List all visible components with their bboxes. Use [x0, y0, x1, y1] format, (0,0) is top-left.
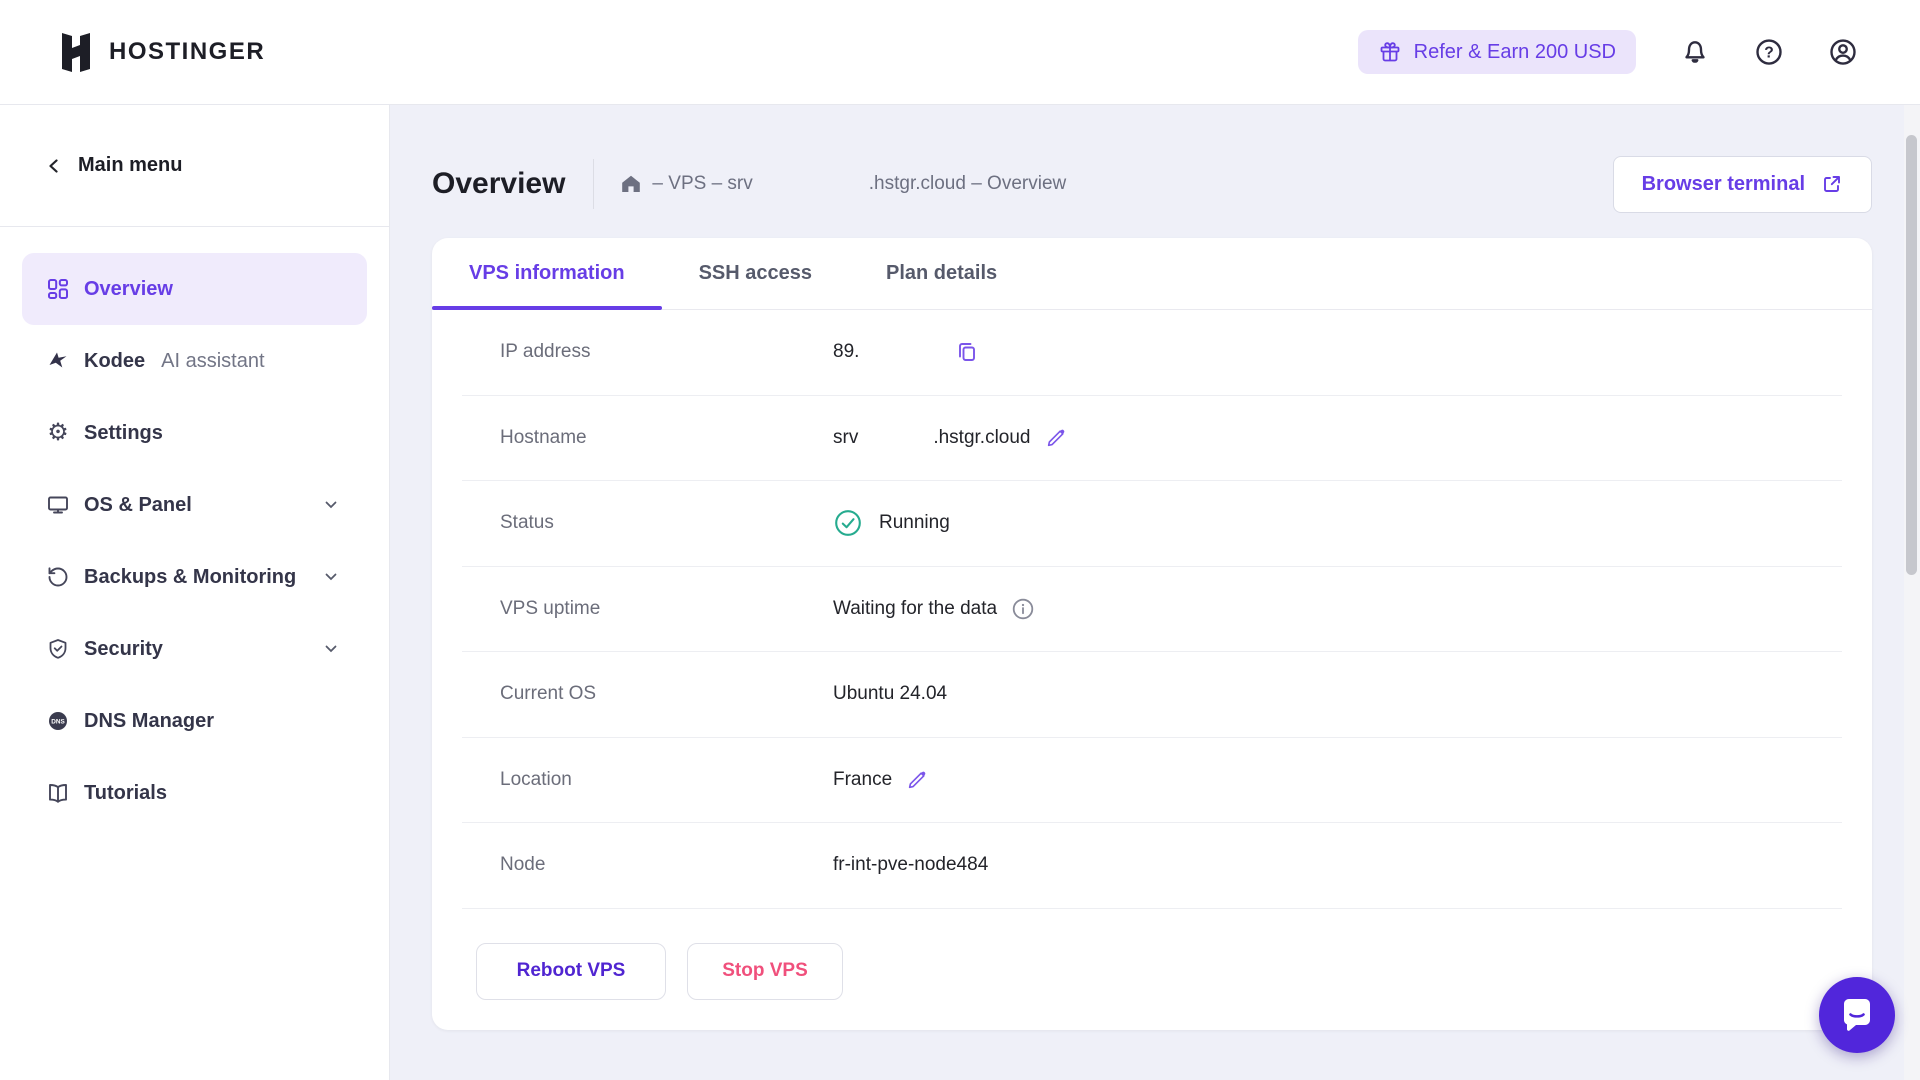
divider	[593, 159, 595, 209]
row-label: Hostname	[500, 426, 587, 448]
refer-earn-label: Refer & Earn 200 USD	[1413, 40, 1616, 63]
restore-icon	[46, 565, 70, 589]
row-label: Status	[500, 512, 554, 534]
external-link-icon	[1824, 176, 1840, 192]
sidebar-item-label: Security	[84, 637, 163, 660]
table-row-node: Node fr-int-pve-node484	[462, 823, 1842, 909]
tab-bar: VPS information SSH access Plan details	[432, 238, 1872, 310]
gift-icon	[1380, 42, 1400, 62]
svg-text:?: ?	[1764, 44, 1774, 61]
sidebar-item-settings[interactable]: ⚙ Settings	[22, 397, 367, 469]
sidebar-item-label: OS & Panel	[84, 493, 192, 516]
browser-terminal-label: Browser terminal	[1641, 172, 1805, 195]
edit-pencil-icon[interactable]	[892, 768, 929, 791]
sidebar-item-os-panel[interactable]: OS & Panel	[22, 469, 367, 541]
chevron-down-icon	[325, 645, 337, 653]
row-value: srv .hstgr.cloud	[833, 426, 1068, 449]
chevron-left-icon	[49, 158, 58, 173]
kodee-subtitle: AI assistant	[161, 349, 265, 372]
row-label: Node	[500, 854, 546, 876]
row-label: Current OS	[500, 683, 597, 705]
sidebar-item-label: DNS Manager	[84, 709, 215, 732]
browser-terminal-button[interactable]: Browser terminal	[1612, 155, 1872, 213]
hostinger-h-icon	[62, 33, 90, 72]
chevron-down-icon	[325, 501, 337, 509]
sidebar-item-dns-manager[interactable]: DNS DNS Manager	[22, 685, 367, 757]
help-icon[interactable]: ?	[1754, 37, 1784, 67]
main-menu-label: Main menu	[78, 154, 183, 176]
table-row-current-os: Current OS Ubuntu 24.04	[462, 652, 1842, 738]
sidebar-item-label: Kodee	[84, 349, 146, 372]
hostinger-logo[interactable]: HOSTINGER	[59, 32, 265, 72]
row-label: VPS uptime	[500, 597, 601, 619]
sidebar-item-backups-monitoring[interactable]: Backups & Monitoring	[22, 541, 367, 613]
bell-icon[interactable]	[1680, 37, 1710, 67]
breadcrumb-left: – VPS – srv	[652, 173, 753, 194]
vps-info-table: IP address 89. Hostname	[462, 310, 1842, 909]
gear-icon: ⚙	[47, 419, 69, 446]
table-row-ip-address: IP address 89.	[462, 310, 1842, 396]
chat-launcher-button[interactable]	[1819, 977, 1895, 1053]
sidebar-item-tutorials[interactable]: Tutorials	[22, 757, 367, 829]
row-value: Ubuntu 24.04	[833, 683, 948, 705]
row-value: France	[833, 768, 929, 791]
sidebar-item-label: Backups & Monitoring	[84, 565, 297, 588]
sidebar-item-kodee[interactable]: Kodee AI assistant	[22, 325, 367, 397]
main-menu-back[interactable]: Main menu	[0, 105, 389, 227]
page-title: Overview	[432, 167, 566, 200]
vps-card: VPS information SSH access Plan details …	[432, 238, 1872, 1030]
home-icon[interactable]	[620, 173, 642, 195]
status-badge: Running	[879, 512, 950, 534]
sidebar-item-label: Overview	[84, 277, 173, 300]
row-value: fr-int-pve-node484	[833, 854, 989, 876]
row-value: 89.	[833, 339, 980, 365]
top-header: HOSTINGER Refer & Earn 200 USD ?	[0, 0, 1920, 105]
kodee-icon	[46, 349, 70, 373]
status-check-icon	[835, 510, 861, 537]
row-label: IP address	[500, 341, 591, 363]
sidebar: Main menu Overview	[0, 105, 390, 1080]
monitor-icon	[46, 493, 70, 517]
table-row-vps-uptime: VPS uptime Waiting for the data	[462, 567, 1842, 652]
row-value: Running	[833, 508, 950, 538]
tab-plan-details[interactable]: Plan details	[886, 262, 998, 284]
copy-icon[interactable]	[954, 339, 980, 365]
sidebar-item-overview[interactable]: Overview	[22, 253, 367, 325]
sidebar-item-security[interactable]: Security	[22, 613, 367, 685]
chat-bubble-icon	[1844, 999, 1870, 1031]
row-label: Location	[500, 768, 572, 790]
info-icon[interactable]	[997, 597, 1035, 621]
chevron-down-icon	[325, 573, 337, 581]
svg-text:DNS: DNS	[51, 718, 65, 725]
edit-pencil-icon[interactable]	[1031, 426, 1068, 449]
scrollbar-thumb[interactable]	[1906, 135, 1917, 575]
book-icon	[46, 781, 70, 805]
sidebar-item-label: Settings	[84, 421, 163, 444]
breadcrumb: – VPS – srv .hstgr.cloud – Overview	[620, 173, 1066, 195]
dns-icon: DNS	[46, 709, 70, 733]
header-actions: Refer & Earn 200 USD ?	[1357, 30, 1858, 74]
scrollbar-track	[1904, 105, 1920, 1080]
tab-vps-information[interactable]: VPS information	[432, 238, 662, 310]
main-content: Overview – VPS – srv .hstgr.cloud – Over…	[390, 105, 1920, 1080]
reboot-vps-button[interactable]: Reboot VPS	[476, 942, 666, 1000]
breadcrumb-right: .hstgr.cloud – Overview	[868, 173, 1067, 194]
dashboard-icon	[46, 277, 70, 301]
stop-vps-button[interactable]: Stop VPS	[687, 942, 843, 1000]
vps-actions: Reboot VPS Stop VPS	[432, 909, 1872, 1000]
tab-ssh-access[interactable]: SSH access	[698, 262, 812, 284]
sidebar-nav: Overview Kodee AI assistant ⚙ Settings	[0, 227, 389, 829]
table-row-location: Location France	[462, 738, 1842, 823]
table-row-hostname: Hostname srv .hstgr.cloud	[462, 396, 1842, 481]
profile-icon[interactable]	[1828, 37, 1858, 67]
sidebar-item-label: Tutorials	[84, 781, 167, 804]
brand-name: HOSTINGER	[109, 38, 266, 65]
row-value: Waiting for the data	[833, 597, 1035, 621]
refer-earn-button[interactable]: Refer & Earn 200 USD	[1357, 30, 1636, 74]
shield-check-icon	[46, 637, 70, 661]
table-row-status: Status Running	[462, 481, 1842, 567]
page-header: Overview – VPS – srv .hstgr.cloud – Over…	[432, 146, 1872, 222]
